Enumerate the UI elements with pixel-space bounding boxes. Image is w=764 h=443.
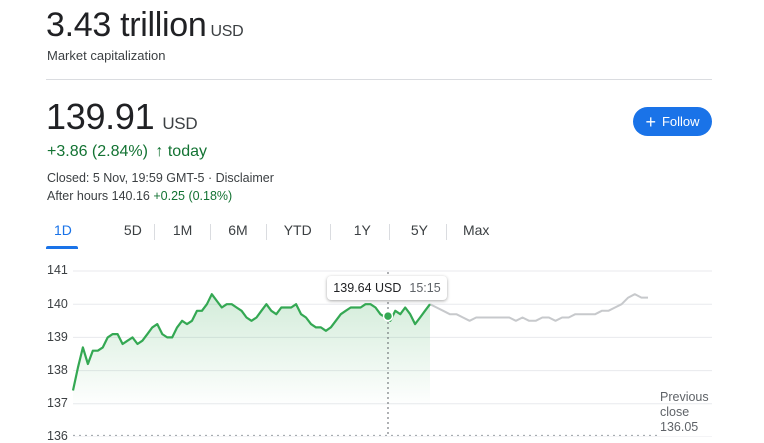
tab-separator	[153, 224, 155, 240]
divider	[46, 79, 712, 80]
plus-icon: +	[645, 111, 656, 132]
tab-6m[interactable]: 6M	[228, 222, 248, 238]
time-range-tabs: 1D 5D 1M 6M YTD 1Y 5Y Max	[46, 222, 493, 249]
y-tick-label: 139	[47, 330, 68, 344]
tab-separator	[445, 224, 447, 240]
previous-close-label: Previous close 136.05	[660, 390, 709, 435]
arrow-up-icon: ↑	[155, 143, 164, 160]
price-change: +3.86 (2.84%) ↑ today	[47, 143, 207, 161]
hover-point	[382, 310, 394, 322]
tab-separator	[265, 224, 267, 240]
tab-ytd[interactable]: YTD	[283, 222, 312, 238]
hover-tooltip: 139.64 USD 15:15	[327, 276, 447, 300]
market-cap-value: 3.43 trillion USD	[46, 6, 244, 45]
after-hours-change: +0.25 (0.18%)	[153, 189, 233, 203]
market-cap-label: Market capitalization	[47, 48, 166, 63]
tooltip-time: 15:15	[409, 281, 441, 295]
price-number: 139.91	[46, 96, 155, 137]
market-cap-currency: USD	[210, 23, 244, 40]
follow-button[interactable]: + Follow	[633, 107, 712, 136]
tab-1y[interactable]: 1Y	[353, 222, 371, 238]
tab-separator	[329, 224, 331, 240]
change-period: today	[167, 143, 207, 160]
y-tick-label: 138	[47, 363, 68, 377]
market-status: Closed: 5 Nov, 19:59 GMT-5 · Disclaimer	[47, 171, 274, 185]
after-hours: After hours 140.16 +0.25 (0.18%)	[47, 189, 232, 203]
price-currency: USD	[162, 114, 198, 133]
y-tick-label: 141	[47, 263, 68, 277]
tab-1m[interactable]: 1M	[172, 222, 193, 238]
follow-label: Follow	[661, 114, 700, 129]
tab-5y[interactable]: 5Y	[410, 222, 428, 238]
tab-1d[interactable]: 1D	[46, 222, 78, 249]
y-tick-label: 140	[47, 297, 68, 311]
tab-separator	[210, 224, 212, 240]
price-line	[71, 293, 431, 391]
tab-max[interactable]: Max	[462, 222, 490, 238]
after-hours-line	[429, 293, 648, 322]
tab-separator	[388, 224, 390, 240]
price-area-fill	[73, 294, 430, 408]
y-tick-label: 137	[47, 396, 68, 410]
stock-price: 139.91 USD	[46, 96, 198, 138]
market-cap-number: 3.43 trillion	[46, 6, 207, 44]
change-amount: +3.86 (2.84%)	[47, 143, 148, 160]
after-hours-label: After hours 140.16	[47, 189, 150, 203]
previous-close-value: 136.05	[660, 420, 699, 434]
tooltip-price: 139.64 USD	[333, 281, 402, 295]
tab-5d[interactable]: 5D	[123, 222, 142, 238]
previous-close-line1: Previous	[660, 390, 709, 404]
previous-close-line2: close	[660, 405, 690, 419]
